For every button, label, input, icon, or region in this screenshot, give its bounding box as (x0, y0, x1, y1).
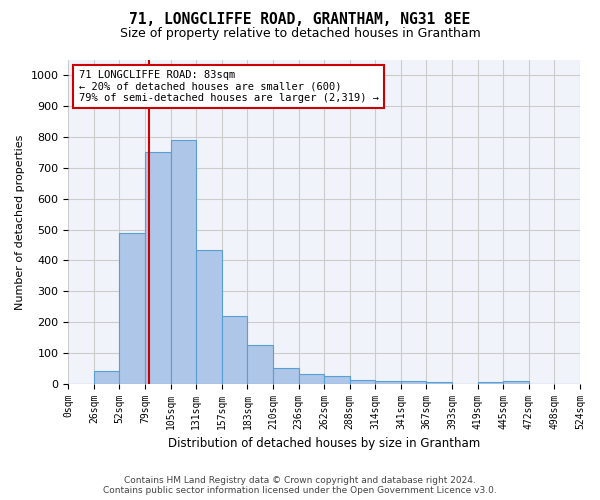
Bar (401, 380, 427, 384)
Bar (427, 382, 452, 384)
Bar (119, 232, 145, 384)
Text: 71, LONGCLIFFE ROAD, GRANTHAM, NG31 8EE: 71, LONGCLIFFE ROAD, GRANTHAM, NG31 8EE (130, 12, 470, 28)
Text: 71 LONGCLIFFE ROAD: 83sqm
← 20% of detached houses are smaller (600)
79% of semi: 71 LONGCLIFFE ROAD: 83sqm ← 20% of detac… (79, 70, 379, 103)
Bar (222, 316, 247, 384)
X-axis label: Distribution of detached houses by size in Grantham: Distribution of detached houses by size … (168, 437, 480, 450)
Bar (478, 382, 503, 384)
Bar (350, 380, 376, 384)
Bar (324, 376, 350, 384)
Bar (145, 152, 170, 384)
Bar (170, 140, 196, 384)
Bar (503, 380, 529, 384)
Text: Contains HM Land Registry data © Crown copyright and database right 2024.
Contai: Contains HM Land Registry data © Crown c… (103, 476, 497, 495)
Bar (376, 380, 401, 384)
Y-axis label: Number of detached properties: Number of detached properties (15, 134, 25, 310)
Bar (196, 250, 222, 384)
Bar (247, 345, 273, 384)
Bar (273, 368, 299, 384)
Text: Size of property relative to detached houses in Grantham: Size of property relative to detached ho… (119, 28, 481, 40)
Bar (299, 374, 324, 384)
Bar (94, 372, 119, 384)
